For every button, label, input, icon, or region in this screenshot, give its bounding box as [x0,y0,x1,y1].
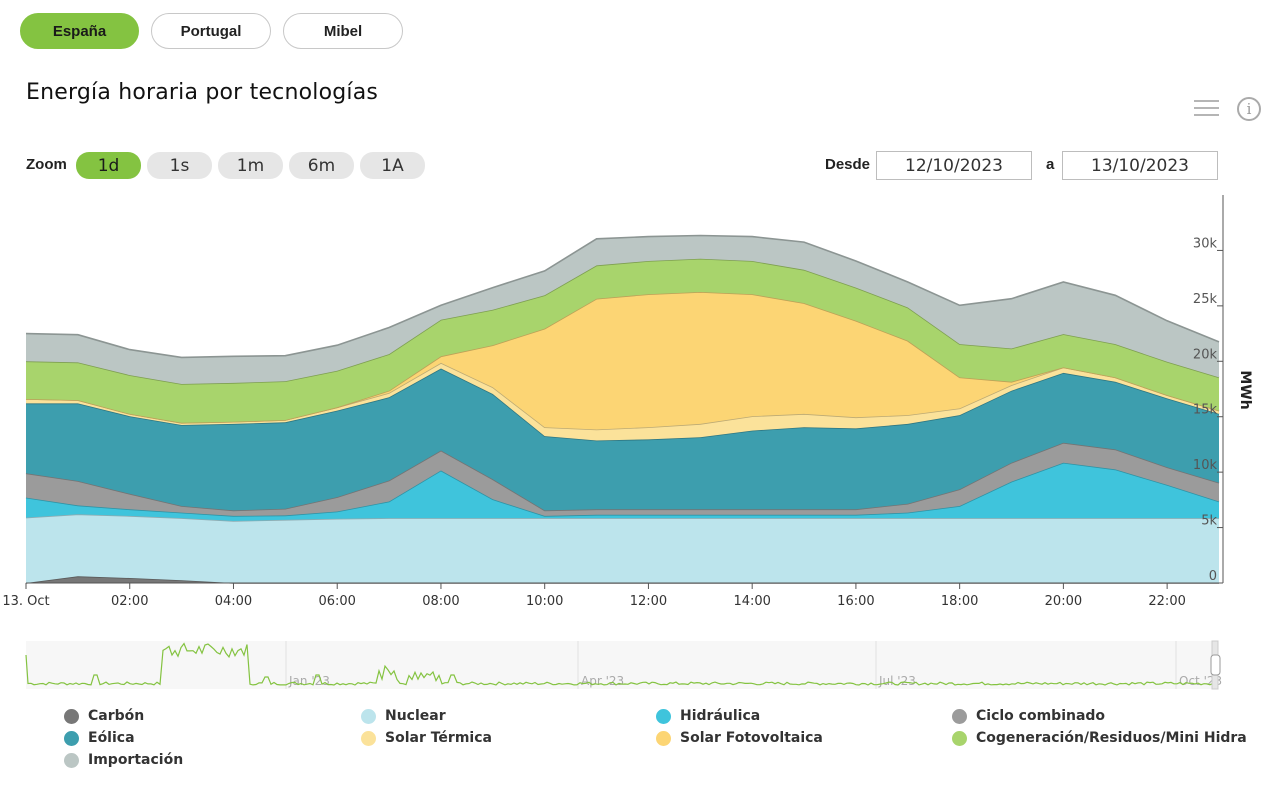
legend-swatch [361,730,376,746]
legend-item[interactable]: Nuclear [361,708,446,724]
legend-swatch [656,708,671,724]
legend-label: Carbón [88,708,145,724]
x-tick-label: 10:00 [526,594,563,609]
area-nuclear [26,514,1219,583]
area-carbon [26,576,1219,583]
legend-swatch [64,730,79,746]
y-tick-label: 10k [1193,458,1218,473]
x-tick-label: 20:00 [1045,594,1082,609]
navigator[interactable]: Jan '23 Apr '23 Jul '23 Oct '23 [0,635,1281,695]
legend-swatch [64,708,79,724]
legend-label: Ciclo combinado [976,708,1106,724]
area-hidraulica [26,462,1219,521]
legend-swatch [656,730,671,746]
x-tick-label: 02:00 [111,594,148,609]
legend-label: Cogeneración/Residuos/Mini Hidra [976,730,1247,746]
y-tick-label: 20k [1193,347,1218,362]
zoom-6m-button[interactable]: 6m [289,152,354,179]
zoom-1s-button[interactable]: 1s [147,152,212,179]
hamburger-menu-icon[interactable] [1194,100,1219,118]
legend-swatch [64,752,79,768]
y-tick-label: 5k [1201,514,1217,529]
x-tick-label: 16:00 [837,594,874,609]
area-eolica [26,368,1219,511]
legend-label: Eólica [88,730,135,746]
legend-label: Importación [88,752,184,768]
legend-label: Solar Térmica [385,730,492,746]
zoom-1d-button[interactable]: 1d [76,152,141,179]
chart-title: Energía horaria por tecnologías [26,80,379,105]
area-solar-termica [26,362,1219,441]
x-tick-label: 06:00 [318,594,355,609]
legend-item[interactable]: Eólica [64,730,135,746]
x-tick-label: 14:00 [733,594,770,609]
x-tick-label: 18:00 [941,594,978,609]
legend-label: Nuclear [385,708,446,724]
date-to-input[interactable] [1062,151,1218,180]
x-tick-label: 08:00 [422,594,459,609]
region-tabs: España Portugal Mibel [20,13,403,49]
legend-swatch [952,708,967,724]
legend-item[interactable]: Solar Térmica [361,730,492,746]
x-tick-label: 22:00 [1148,594,1185,609]
date-from-label: Desde [825,156,871,173]
y-tick-label: 0 [1209,569,1217,584]
navigator-label: Jan '23 [288,674,330,688]
tab-portugal[interactable]: Portugal [151,13,271,49]
line-cogeneracion-residuos-mini-hidra [25,257,1220,385]
navigator-label: Jul '23 [878,674,916,688]
line-importacion [25,234,1220,359]
navigator-grip-icon[interactable] [1210,654,1221,676]
y-tick-label: 30k [1193,236,1218,251]
area-chart: 13. Oct 02:00 04:00 06:00 08:00 10:00 12:00 14:… [2,195,1253,609]
legend-item[interactable]: Importación [64,752,183,768]
area-solar-fotovoltaica [26,292,1219,430]
legend-item[interactable]: Hidráulica [656,708,760,724]
legend-item[interactable]: Solar Fotovoltaica [656,730,823,746]
navigator-series [25,642,1217,686]
navigator-label: Apr '23 [581,674,624,688]
x-tick-label: 13. Oct [2,594,49,609]
zoom-1m-button[interactable]: 1m [218,152,283,179]
legend-swatch [952,730,967,746]
zoom-label: Zoom [26,156,67,173]
legend-label: Hidráulica [680,708,761,724]
line-eolica [26,367,1220,442]
legend-item[interactable]: Cogeneración/Residuos/Mini Hidra [952,730,1247,746]
area-importacion [26,235,1219,384]
tab-mibel[interactable]: Mibel [283,13,403,49]
legend-label: Solar Fotovoltaica [680,730,823,746]
zoom-1a-button[interactable]: 1A [360,152,425,179]
legend-swatch [361,708,376,724]
x-tick-label: 12:00 [630,594,667,609]
date-to-label: a [1046,156,1055,173]
zoom-buttons: 1d 1s 1m 6m 1A [76,152,425,179]
x-tick-label: 04:00 [215,594,252,609]
area-cogeneracion-residuos-mini-hidra [26,258,1219,423]
y-tick-label: 15k [1193,403,1218,418]
y-tick-label: 25k [1193,292,1218,307]
date-from-input[interactable] [876,151,1032,180]
tab-espana[interactable]: España [20,13,139,49]
legend-item[interactable]: Ciclo combinado [952,708,1105,724]
y-axis-label: MWh [1237,370,1253,409]
legend-item[interactable]: Carbón [64,708,144,724]
info-icon[interactable]: i [1237,97,1261,121]
